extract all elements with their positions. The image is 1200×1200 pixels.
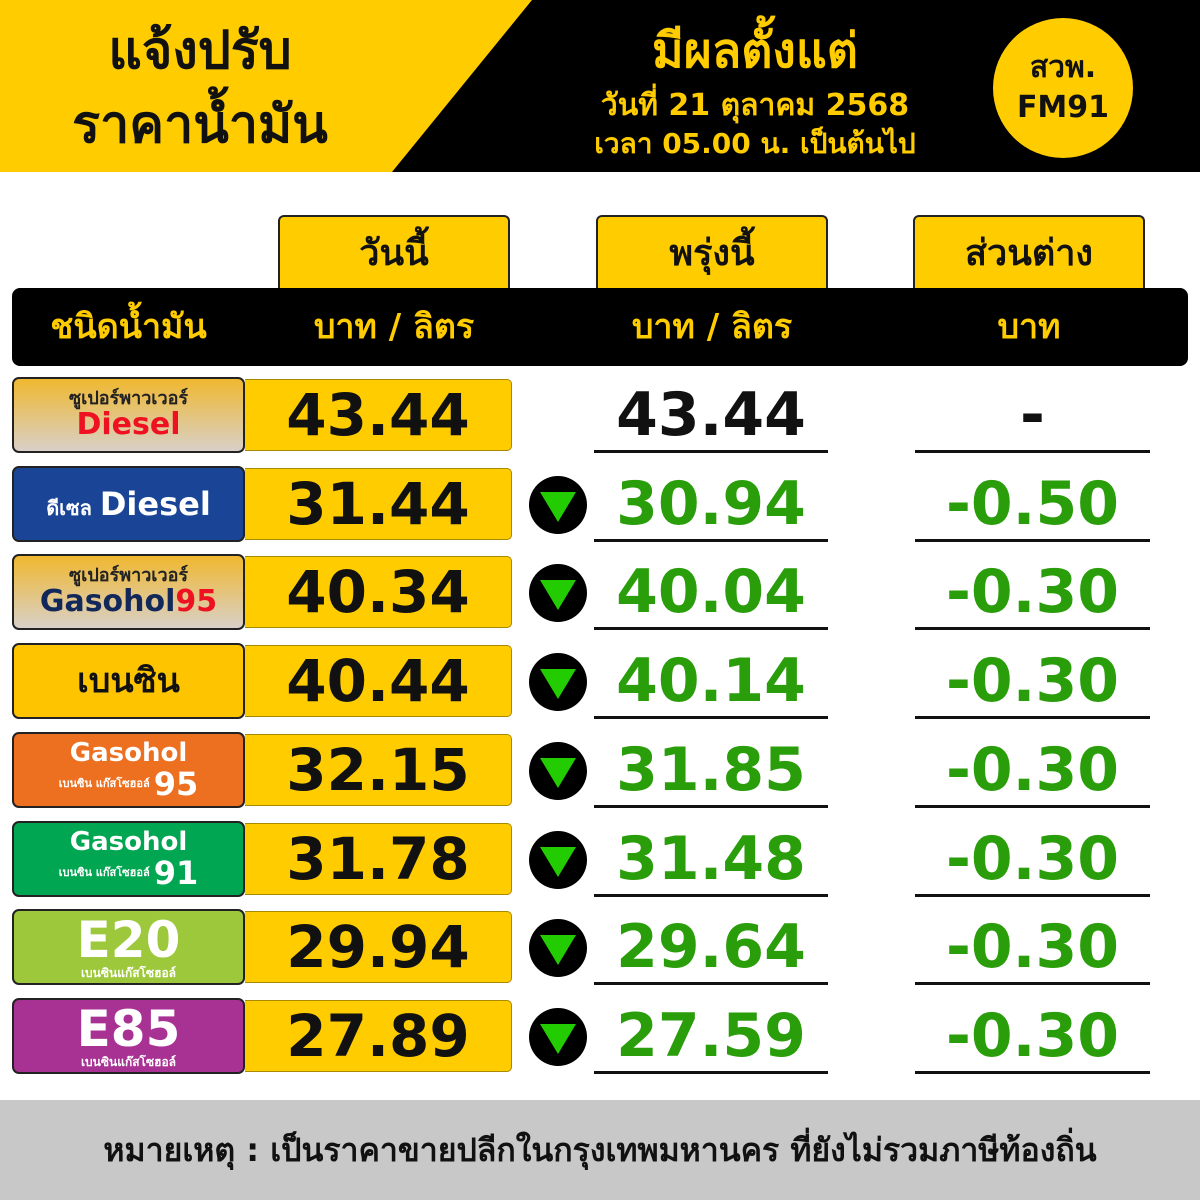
price-today: 31.44: [245, 467, 512, 540]
price-diff: -: [915, 377, 1150, 453]
badge-line1: สวพ.: [1029, 50, 1097, 85]
col-unit-today: บาท / ลิตร: [313, 307, 475, 347]
price-diff: -0.30: [915, 554, 1150, 631]
fuel-label-suffix: 95: [153, 764, 199, 803]
station-badge: สวพ. FM91: [993, 18, 1133, 158]
table-row: Gasohol เบนซิน แก๊สโซฮอล์ 91 31.78 31.48 -0.3…: [0, 820, 1200, 899]
col-unit-diff: บาท: [997, 307, 1061, 347]
table-row: ดีเซล Diesel 31.44 30.94 -0.50: [0, 465, 1200, 544]
table-row: E85 เบนซินแก๊สโซฮอล์ 27.89 27.59 -0.30: [0, 997, 1200, 1076]
price-diff: -0.30: [915, 643, 1150, 720]
fuel-label-main: เบนซิน: [77, 661, 180, 702]
effective-date: วันที่ 21 ตุลาคม 2568: [600, 88, 910, 123]
down-arrow-icon: [529, 919, 587, 978]
fuel-label-small: ดีเซล: [46, 495, 92, 520]
fuel-label: ซูเปอร์พาวเวอร์ Gasohol95: [12, 554, 245, 631]
fuel-label: ซูเปอร์พาวเวอร์ Diesel: [12, 377, 245, 453]
table-row: E20 เบนซินแก๊สโซฮอล์ 29.94 29.64 -0.30: [0, 909, 1200, 987]
price-tomorrow: 29.64: [594, 909, 828, 986]
col-fuel-type: ชนิดน้ำมัน: [50, 307, 207, 347]
effective-time: เวลา 05.00 น. เป็นต้นไป: [594, 127, 916, 160]
col-unit-tomorrow: บาท / ลิตร: [631, 307, 793, 347]
price-diff: -0.50: [915, 466, 1150, 542]
price-tomorrow: 30.94: [594, 466, 828, 542]
price-diff: -0.30: [915, 909, 1150, 986]
effective-label: มีผลตั้งแต่: [652, 23, 858, 79]
down-arrow-icon: [529, 741, 587, 800]
price-today: 40.34: [245, 556, 512, 629]
table-row: ซูเปอร์พาวเวอร์ Gasohol95 40.34 40.04 -0.30: [0, 554, 1200, 632]
price-today: 31.78: [245, 822, 512, 895]
price-diff: -0.30: [915, 821, 1150, 897]
fuel-label-small: ซูเปอร์พาวเวอร์: [68, 388, 189, 409]
fuel-label-main: Gasohol: [39, 584, 176, 620]
price-diff: -0.30: [915, 998, 1150, 1074]
price-today: 27.89: [245, 999, 512, 1072]
table-row: เบนซิน 40.44 40.14 -0.30: [0, 643, 1200, 721]
down-arrow-icon: [529, 475, 587, 534]
footer-note: หมายเหตุ : เป็นราคาขายปลีกในกรุงเทพมหานค…: [0, 1100, 1200, 1200]
price-today: 40.44: [245, 645, 512, 718]
down-arrow-icon: [529, 653, 587, 712]
down-arrow-icon: [529, 564, 587, 623]
fuel-label-small: เบนซิน แก๊สโซฮอล์: [58, 777, 150, 791]
title-line2: ราคาน้ำมัน: [72, 95, 328, 155]
badge-line2: FM91: [1016, 90, 1110, 125]
fuel-label-small: เบนซินแก๊สโซฮอล์: [80, 966, 177, 981]
fuel-label-suffix: 95: [175, 584, 218, 620]
table-row: Gasohol เบนซิน แก๊สโซฮอล์ 95 32.15 31.85 -0.3…: [0, 731, 1200, 810]
fuel-label-main: Diesel: [99, 484, 211, 523]
price-diff: -0.30: [915, 732, 1150, 808]
price-today: 29.94: [245, 911, 512, 984]
fuel-label-main: Gasohol: [69, 826, 188, 857]
price-tomorrow: 40.04: [594, 554, 828, 631]
fuel-label-suffix: 91: [153, 853, 199, 892]
fuel-label: ดีเซล Diesel: [12, 465, 245, 542]
fuel-label: E20 เบนซินแก๊สโซฮอล์: [12, 909, 245, 986]
table-row: ซูเปอร์พาวเวอร์ Diesel 43.44 43.44-: [0, 377, 1200, 455]
price-today: 43.44: [245, 379, 512, 451]
footer-text: หมายเหตุ : เป็นราคาขายปลีกในกรุงเทพมหานค…: [103, 1130, 1097, 1169]
fuel-label-small: เบนซิน แก๊สโซฮอล์: [58, 866, 150, 879]
fuel-label: เบนซิน: [12, 643, 245, 720]
fuel-label: E85 เบนซินแก๊สโซฮอล์: [12, 997, 245, 1074]
price-tomorrow: 27.59: [594, 998, 828, 1074]
fuel-label-main: E20: [76, 911, 181, 970]
fuel-label-main: Diesel: [76, 407, 181, 442]
down-arrow-icon: [529, 1007, 587, 1066]
fuel-label-main: Gasohol: [69, 737, 188, 768]
price-tomorrow: 31.48: [594, 821, 828, 897]
fuel-label: Gasohol เบนซิน แก๊สโซฮอล์ 91: [12, 820, 245, 897]
price-tomorrow: 43.44: [594, 377, 828, 453]
title-line1: แจ้งปรับ: [108, 21, 292, 81]
tab-tomorrow: พรุ่งนี้: [596, 215, 828, 291]
price-tomorrow: 31.85: [594, 732, 828, 808]
price-tomorrow: 40.14: [594, 643, 828, 720]
fuel-label: Gasohol เบนซิน แก๊สโซฮอล์ 95: [12, 731, 245, 808]
down-arrow-icon: [529, 830, 587, 889]
column-header-bar: ชนิดน้ำมัน บาท / ลิตร บาท / ลิตร บาท: [12, 288, 1188, 366]
fuel-label-small: เบนซินแก๊สโซฮอล์: [80, 1054, 177, 1069]
fuel-label-main: E85: [76, 999, 181, 1058]
fuel-label-small: ซูเปอร์พาวเวอร์: [68, 565, 189, 587]
price-today: 32.15: [245, 733, 512, 806]
tab-diff: ส่วนต่าง: [913, 215, 1145, 291]
tab-today: วันนี้: [278, 215, 510, 291]
